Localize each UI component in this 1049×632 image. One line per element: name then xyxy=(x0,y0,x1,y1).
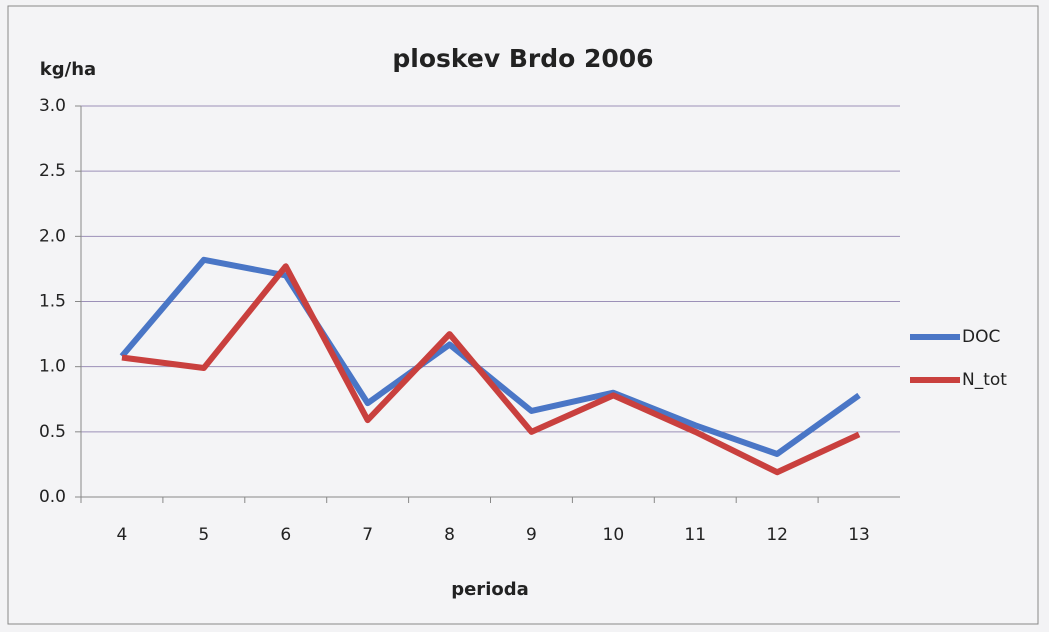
x-tick-label: 10 xyxy=(603,525,625,545)
line-series xyxy=(121,263,861,476)
y-tick-label: 2.0 xyxy=(39,226,66,246)
legend-label: N_tot xyxy=(962,370,1007,390)
y-tick-label: 1.5 xyxy=(39,292,66,312)
line-series xyxy=(119,256,861,457)
x-tick-label: 5 xyxy=(198,525,209,545)
y-axis-title: kg/ha xyxy=(40,59,96,80)
y-tick-label: 0.5 xyxy=(39,422,66,442)
legend-label: DOC xyxy=(962,327,1000,347)
x-tick-label: 4 xyxy=(117,525,128,545)
chart-title: ploskev Brdo 2006 xyxy=(392,44,653,73)
x-tick-label: 12 xyxy=(766,525,788,545)
x-axis-title: perioda xyxy=(451,579,529,600)
x-tick-label: 7 xyxy=(362,525,373,545)
x-tick-label: 11 xyxy=(684,525,706,545)
chart-frame xyxy=(7,5,1039,625)
y-tick-label: 3.0 xyxy=(39,96,66,116)
x-tick-label: 8 xyxy=(444,525,455,545)
y-tick-label: 1.0 xyxy=(39,357,66,377)
y-tick-label: 2.5 xyxy=(39,161,66,181)
x-tick-label: 6 xyxy=(280,525,291,545)
x-tick-label: 13 xyxy=(848,525,870,545)
x-tick-label: 9 xyxy=(526,525,537,545)
y-tick-label: 0.0 xyxy=(39,487,66,507)
